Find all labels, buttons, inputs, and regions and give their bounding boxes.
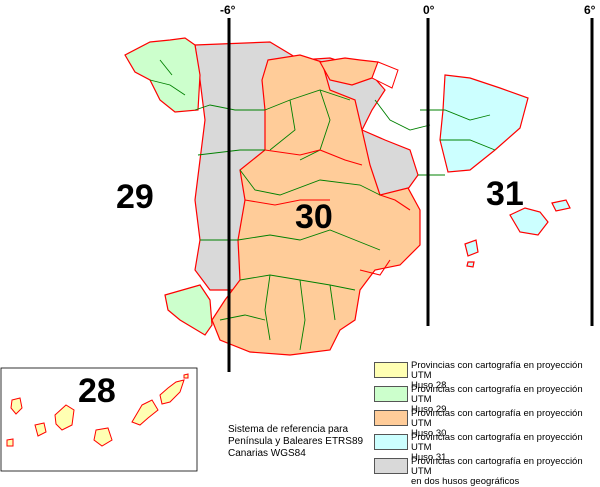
- legend-swatch-huso29: [374, 386, 408, 402]
- legend-text-huso28: Provincias con cartografía en proyección…: [411, 361, 594, 391]
- legend-swatch-dos-husos: [374, 458, 408, 474]
- legend-item-huso30: Provincias con cartografía en proyección…: [374, 409, 594, 439]
- meridian-label-0: 0°: [423, 3, 435, 17]
- meridian-label-minus6: -6°: [220, 3, 236, 17]
- legend-swatch-huso30: [374, 410, 408, 426]
- legend-text-huso29: Provincias con cartografía en proyección…: [411, 385, 594, 415]
- legend-line1: Provincias con cartografía en proyección…: [411, 456, 583, 477]
- zone-borders: [244, 149, 411, 276]
- legend: Provincias con cartografía en proyección…: [374, 361, 594, 487]
- legend-swatch-huso31: [374, 434, 408, 450]
- region-huso-29-huelva: [164, 284, 213, 336]
- legend-item-dos-husos: Provincias con cartografía en proyección…: [374, 457, 594, 487]
- meridian-label-6: 6°: [584, 3, 596, 17]
- legend-text-huso31: Provincias con cartografía en proyección…: [411, 433, 594, 463]
- region-huso-31-ibiza: [464, 239, 479, 257]
- region-huso-30: [211, 54, 421, 356]
- canarias-inset: [0, 367, 198, 472]
- legend-swatch-huso28: [374, 362, 408, 378]
- region-huso-31-formentera: [466, 261, 475, 268]
- legend-text-huso30: Provincias con cartografía en proyección…: [411, 409, 594, 439]
- legend-line1: Provincias con cartografía en proyección…: [411, 360, 583, 381]
- legend-item-huso29: Provincias con cartografía en proyección…: [374, 385, 594, 415]
- zone-label-31: 31: [486, 175, 524, 213]
- legend-item-huso31: Provincias con cartografía en proyección…: [374, 433, 594, 463]
- region-huso-29-galicia: [124, 37, 201, 113]
- legend-line2: Huso 30: [411, 428, 447, 439]
- legend-line2: Huso 28: [411, 380, 447, 391]
- province-borders: [149, 59, 496, 351]
- reference-note-line2: Península y Baleares ETRS89: [228, 436, 364, 447]
- legend-item-huso28: Provincias con cartografía en proyección…: [374, 361, 594, 391]
- canary-islands: [6, 373, 189, 447]
- region-white-enclave: [371, 61, 399, 89]
- region-huso-31-mallorca: [509, 207, 549, 236]
- legend-line2: en dos husos geográficos: [411, 476, 520, 487]
- reference-note: Sistema de referencia para Península y B…: [228, 424, 363, 460]
- region-huso-31-catalonia: [439, 74, 529, 173]
- zone-label-30: 30: [295, 198, 333, 236]
- zone-label-29: 29: [116, 178, 154, 216]
- legend-line2: Huso 31: [411, 452, 447, 463]
- zone-label-28: 28: [78, 372, 116, 410]
- reference-note-line1: Sistema de referencia para: [228, 424, 349, 435]
- reference-note-line3: Canarias WGS84: [228, 448, 306, 459]
- legend-line1: Provincias con cartografía en proyección…: [411, 408, 583, 429]
- legend-line1: Provincias con cartografía en proyección…: [411, 384, 583, 405]
- legend-line2: Huso 29: [411, 404, 447, 415]
- region-huso-31-menorca: [551, 199, 571, 212]
- legend-text-dos-husos: Provincias con cartografía en proyección…: [411, 457, 594, 487]
- legend-line1: Provincias con cartografía en proyección…: [411, 432, 583, 453]
